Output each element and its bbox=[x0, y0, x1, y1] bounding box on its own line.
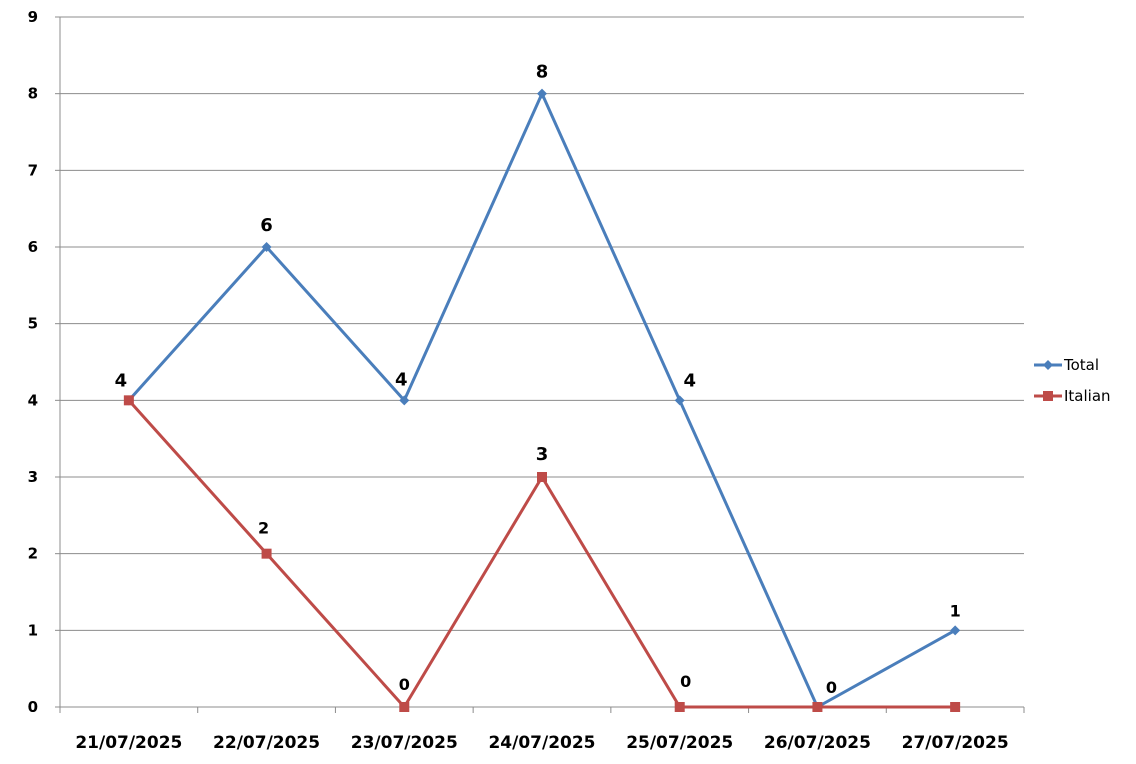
y-tick-label-6: 6 bbox=[28, 238, 38, 256]
y-tick-label-2: 2 bbox=[28, 545, 38, 563]
point-total-3 bbox=[537, 88, 547, 99]
y-tick-label-8: 8 bbox=[28, 85, 38, 103]
data-label-total-6: 1 bbox=[950, 601, 961, 620]
x-axis-ticks: 21/07/2025 22/07/2025 23/07/2025 24/07/2025… bbox=[59, 707, 1025, 753]
legend: Total Italian bbox=[1034, 356, 1111, 405]
data-label-total-0: 4 bbox=[115, 370, 128, 391]
legend-marker-total bbox=[1043, 360, 1053, 370]
point-italian-6 bbox=[950, 702, 961, 712]
y-axis-ticks: 0 1 2 3 4 5 6 7 8 9 bbox=[28, 8, 60, 716]
point-italian-1 bbox=[261, 548, 272, 559]
y-tick-label-5: 5 bbox=[28, 315, 38, 333]
legend-label-italian: Italian bbox=[1064, 387, 1111, 405]
x-tick-label-22/07/2025: 22/07/2025 bbox=[213, 733, 320, 753]
point-italian-3 bbox=[537, 472, 547, 482]
data-labels: 4 6 4 8 4 0 1 2 0 3 0 bbox=[115, 62, 961, 697]
x-tick-label-27/07/2025: 27/07/2025 bbox=[902, 733, 1009, 753]
data-label-total-2: 4 bbox=[395, 369, 408, 390]
point-total-2 bbox=[399, 395, 410, 406]
x-tick-label-21/07/2025: 21/07/2025 bbox=[75, 733, 182, 753]
y-tick-label-4: 4 bbox=[28, 391, 38, 409]
data-label-italian-3: 3 bbox=[536, 444, 549, 465]
data-label-italian-1: 2 bbox=[258, 519, 269, 538]
series-lines bbox=[123, 88, 961, 712]
legend-marker-italian bbox=[1043, 391, 1053, 401]
x-tick-label-25/07/2025: 25/07/2025 bbox=[626, 733, 733, 753]
legend-label-total: Total bbox=[1063, 356, 1099, 374]
point-total-1 bbox=[261, 242, 272, 252]
data-label-total-3: 8 bbox=[536, 62, 549, 83]
x-tick-label-24/07/2025: 24/07/2025 bbox=[488, 733, 595, 753]
y-tick-label-3: 3 bbox=[28, 468, 38, 486]
point-total-6 bbox=[950, 625, 961, 636]
data-label-italian-4: 0 bbox=[680, 672, 691, 691]
y-tick-label-7: 7 bbox=[28, 161, 38, 179]
data-label-total-5: 0 bbox=[826, 678, 837, 697]
point-italian-4 bbox=[674, 702, 685, 712]
data-label-total-1: 6 bbox=[260, 215, 273, 236]
point-italian-5 bbox=[812, 702, 823, 712]
axes bbox=[59, 17, 1024, 708]
x-tick-label-26/07/2025: 26/07/2025 bbox=[764, 733, 871, 753]
point-italian-0 bbox=[123, 395, 134, 406]
point-italian-2 bbox=[399, 702, 410, 712]
point-total-4 bbox=[674, 395, 685, 406]
data-label-italian-2: 0 bbox=[399, 675, 410, 694]
y-tick-label-9: 9 bbox=[28, 8, 38, 26]
x-tick-label-23/07/2025: 23/07/2025 bbox=[351, 733, 458, 753]
y-tick-label-1: 1 bbox=[28, 621, 38, 639]
y-tick-label-0: 0 bbox=[28, 698, 38, 716]
data-label-total-4: 4 bbox=[683, 370, 696, 391]
gridlines bbox=[60, 16, 1024, 631]
